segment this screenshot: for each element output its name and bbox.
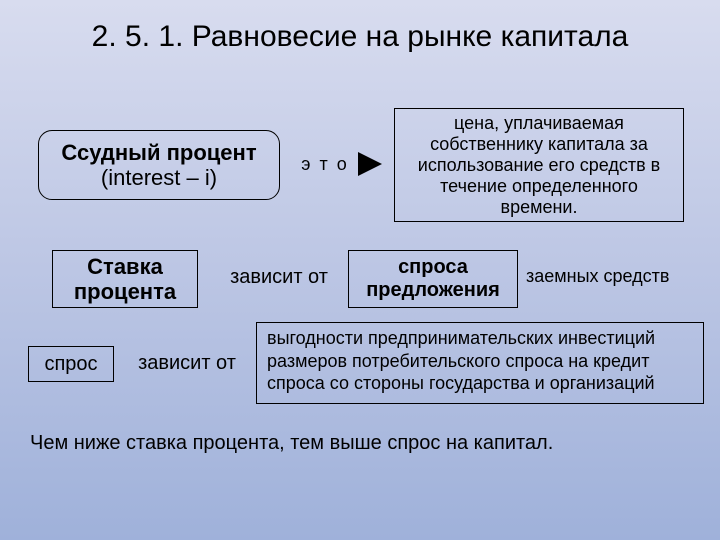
factor-line-1: выгодности предпринимательских инвестици… (267, 327, 693, 350)
supply-word: предложения (366, 279, 500, 302)
depends-on-2: зависит от (126, 352, 248, 375)
rate-line2: процента (74, 279, 176, 304)
demand-word: спроса (366, 256, 500, 279)
loan-funds-label: заемных средств (526, 266, 708, 287)
definition-box: цена, уплачиваемая собственнику капитала… (394, 108, 684, 222)
factor-line-2: размеров потребительского спроса на кред… (267, 350, 693, 373)
loan-interest-box: Ссудный процент (interest – i) (38, 130, 280, 200)
eto-label: э т о (294, 154, 356, 175)
demand-box: спрос (28, 346, 114, 382)
depends-on-1: зависит от (218, 266, 340, 289)
factors-box: выгодности предпринимательских инвестици… (256, 322, 704, 404)
rate-box: Ставка процента (52, 250, 198, 308)
page-title: 2. 5. 1. Равновесие на рынке капитала (0, 0, 720, 56)
demand-label: спрос (44, 353, 97, 376)
loan-interest-line2: (interest – i) (61, 165, 256, 190)
factor-line-3: спроса со стороны государства и организа… (267, 372, 693, 395)
supply-demand-box: спроса предложения (348, 250, 518, 308)
loan-interest-line1: Ссудный процент (61, 140, 256, 165)
rate-line1: Ставка (74, 254, 176, 279)
footer-note: Чем ниже ставка процента, тем выше спрос… (30, 432, 690, 455)
definition-text: цена, уплачиваемая собственнику капитала… (403, 113, 675, 218)
arrow-icon (358, 152, 382, 176)
